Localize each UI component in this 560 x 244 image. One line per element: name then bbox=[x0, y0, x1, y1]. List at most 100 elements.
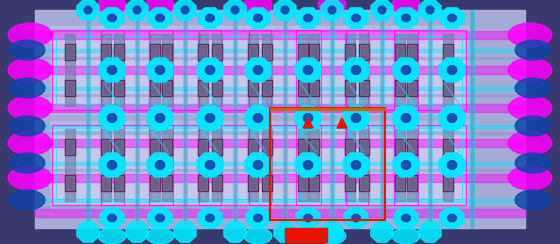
Polygon shape bbox=[402, 114, 410, 122]
Bar bbox=[35, 31, 525, 39]
Bar bbox=[247, 26, 323, 114]
Bar bbox=[359, 44, 369, 60]
Bar bbox=[147, 121, 223, 209]
Polygon shape bbox=[245, 58, 271, 82]
Polygon shape bbox=[77, 222, 99, 242]
Polygon shape bbox=[108, 161, 116, 169]
Polygon shape bbox=[250, 83, 266, 105]
Bar bbox=[394, 30, 466, 110]
Bar bbox=[284, 10, 286, 228]
Polygon shape bbox=[439, 106, 465, 130]
Bar bbox=[396, 81, 404, 95]
Bar bbox=[346, 176, 354, 190]
Bar bbox=[136, 10, 138, 228]
Polygon shape bbox=[352, 14, 360, 21]
Bar bbox=[298, 34, 308, 106]
Bar bbox=[350, 131, 414, 199]
Bar bbox=[102, 140, 110, 154]
Polygon shape bbox=[197, 153, 223, 177]
Bar bbox=[102, 45, 110, 59]
Bar bbox=[198, 175, 208, 191]
Bar bbox=[115, 45, 123, 59]
Bar bbox=[348, 32, 416, 108]
Bar bbox=[444, 45, 452, 59]
Polygon shape bbox=[206, 114, 214, 122]
Polygon shape bbox=[508, 131, 552, 155]
Bar bbox=[309, 34, 319, 106]
Bar bbox=[162, 80, 172, 96]
Polygon shape bbox=[508, 166, 552, 190]
Polygon shape bbox=[402, 161, 410, 169]
Bar bbox=[50, 26, 126, 114]
Bar bbox=[249, 30, 321, 110]
Bar bbox=[212, 139, 222, 155]
Polygon shape bbox=[202, 83, 218, 105]
Bar bbox=[444, 140, 452, 154]
Polygon shape bbox=[8, 96, 52, 120]
Polygon shape bbox=[304, 14, 312, 21]
Bar bbox=[380, 10, 384, 228]
Bar bbox=[150, 34, 160, 106]
Bar bbox=[408, 45, 416, 59]
Bar bbox=[151, 81, 159, 95]
Bar bbox=[150, 129, 160, 201]
Polygon shape bbox=[152, 131, 168, 152]
Bar bbox=[248, 34, 258, 106]
Bar bbox=[66, 140, 74, 154]
Polygon shape bbox=[206, 66, 214, 74]
Bar bbox=[153, 131, 217, 199]
Polygon shape bbox=[321, 222, 343, 242]
Bar bbox=[99, 121, 175, 209]
Polygon shape bbox=[224, 0, 246, 20]
Bar bbox=[360, 81, 368, 95]
Polygon shape bbox=[296, 208, 320, 228]
Polygon shape bbox=[147, 58, 173, 82]
Polygon shape bbox=[295, 153, 321, 177]
Polygon shape bbox=[152, 83, 168, 105]
Polygon shape bbox=[254, 66, 263, 74]
Bar bbox=[407, 44, 417, 60]
Polygon shape bbox=[85, 6, 92, 14]
Bar bbox=[35, 104, 525, 112]
Bar bbox=[443, 175, 453, 191]
Polygon shape bbox=[402, 214, 410, 222]
Bar bbox=[263, 176, 271, 190]
Bar bbox=[212, 129, 222, 201]
Polygon shape bbox=[303, 118, 313, 128]
Bar bbox=[197, 26, 273, 114]
Bar bbox=[396, 45, 404, 59]
Bar bbox=[350, 36, 414, 104]
Bar bbox=[344, 121, 420, 209]
Bar bbox=[151, 140, 159, 154]
Bar bbox=[398, 36, 462, 104]
Polygon shape bbox=[508, 23, 552, 47]
Bar bbox=[115, 176, 123, 190]
Bar bbox=[201, 32, 269, 108]
Bar bbox=[114, 175, 124, 191]
Bar bbox=[309, 129, 319, 201]
Polygon shape bbox=[508, 58, 552, 82]
Polygon shape bbox=[246, 8, 270, 28]
Bar bbox=[198, 34, 208, 106]
Bar bbox=[345, 175, 355, 191]
Bar bbox=[35, 57, 525, 59]
Bar bbox=[248, 139, 258, 155]
Bar bbox=[346, 45, 354, 59]
Bar bbox=[299, 176, 307, 190]
Polygon shape bbox=[274, 222, 296, 242]
Bar bbox=[114, 80, 124, 96]
Polygon shape bbox=[206, 14, 214, 21]
Polygon shape bbox=[99, 58, 125, 82]
Polygon shape bbox=[296, 8, 320, 28]
Polygon shape bbox=[398, 83, 414, 105]
Bar bbox=[163, 140, 171, 154]
Polygon shape bbox=[181, 6, 189, 14]
Polygon shape bbox=[202, 131, 218, 152]
Bar bbox=[396, 32, 464, 108]
Bar bbox=[199, 45, 207, 59]
Bar bbox=[359, 129, 369, 201]
Bar bbox=[298, 44, 308, 60]
Bar bbox=[330, 10, 334, 228]
Bar bbox=[408, 81, 416, 95]
Bar bbox=[199, 140, 207, 154]
